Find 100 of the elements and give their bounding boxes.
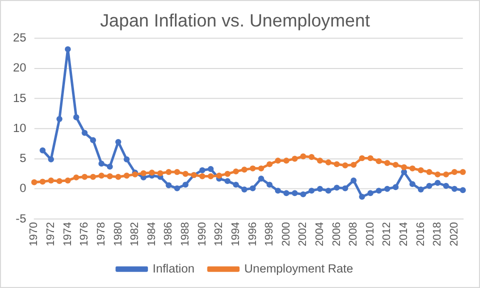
point — [90, 137, 96, 144]
legend-label: Inflation — [152, 261, 194, 276]
point — [98, 160, 104, 167]
point — [115, 138, 122, 145]
point — [208, 166, 214, 172]
x-tick-label: 2004 — [314, 222, 326, 246]
point — [73, 114, 80, 120]
point — [426, 169, 432, 176]
point — [325, 159, 332, 166]
point — [384, 186, 390, 192]
point — [224, 170, 231, 177]
point — [342, 162, 348, 168]
point — [124, 172, 130, 179]
x-tick-label: 2012 — [381, 222, 394, 246]
x-tick-label: 1974 — [62, 222, 74, 246]
point — [376, 158, 382, 164]
point — [392, 162, 399, 168]
y-tick-label: 15 — [12, 90, 27, 105]
point — [115, 174, 122, 180]
point — [409, 181, 416, 188]
x-tick-label: 1986 — [162, 222, 175, 246]
point — [241, 186, 248, 192]
point — [216, 172, 222, 179]
y-tick-label: 20 — [12, 60, 27, 75]
point — [64, 46, 71, 52]
y-tick-label: 5 — [20, 151, 27, 166]
y-tick-label: -5 — [16, 211, 27, 226]
y-tick-label: 10 — [12, 120, 27, 135]
point — [283, 190, 290, 196]
point — [174, 185, 180, 192]
point — [258, 165, 264, 172]
point — [48, 177, 54, 184]
point — [316, 158, 323, 164]
point — [250, 165, 256, 172]
point — [359, 155, 365, 162]
point — [392, 184, 399, 190]
point — [308, 154, 315, 160]
point — [166, 169, 172, 176]
x-tick-label: 1990 — [196, 222, 208, 246]
x-tick-label: 1998 — [264, 222, 276, 246]
x-tick-label: 1996 — [246, 222, 259, 246]
point — [182, 182, 188, 188]
x-tick-label: 2008 — [348, 222, 360, 246]
point — [292, 190, 298, 196]
point — [266, 182, 273, 188]
x-tick-label: 2002 — [297, 222, 310, 246]
chart-title: Japan Inflation vs. Unemployment — [100, 10, 370, 31]
point — [300, 153, 306, 160]
point — [73, 174, 80, 180]
point — [342, 185, 348, 192]
point — [64, 177, 71, 184]
point — [308, 188, 315, 194]
x-tick-label: 2020 — [448, 222, 460, 246]
x-tick-label: 1982 — [129, 222, 142, 246]
point — [174, 169, 180, 176]
point — [106, 173, 113, 180]
point — [48, 156, 54, 162]
point — [334, 161, 340, 168]
point — [124, 156, 130, 162]
point — [418, 186, 424, 192]
point — [208, 173, 214, 180]
point — [300, 191, 306, 198]
point — [426, 182, 432, 189]
point — [266, 161, 273, 168]
point — [98, 172, 104, 179]
point — [232, 182, 239, 188]
x-tick-label: 2000 — [280, 222, 292, 246]
y-tick-label: 25 — [12, 30, 27, 45]
point — [384, 160, 390, 166]
point — [157, 170, 164, 176]
point — [224, 178, 231, 184]
point — [418, 167, 424, 174]
point — [82, 130, 88, 136]
x-tick-label: 1980 — [112, 222, 124, 246]
x-tick-label: 2016 — [414, 222, 427, 246]
point — [274, 188, 281, 194]
point — [443, 182, 450, 189]
point — [409, 165, 416, 172]
point — [140, 170, 146, 176]
point — [199, 173, 206, 180]
point — [350, 162, 357, 168]
point — [325, 188, 332, 194]
point — [434, 180, 441, 186]
point — [376, 188, 382, 194]
legend-label: Unemployment Rate — [244, 261, 354, 276]
point — [350, 177, 357, 184]
x-tick-label: 2006 — [330, 222, 343, 246]
point — [148, 170, 155, 176]
point — [283, 158, 290, 164]
point — [367, 155, 374, 162]
point — [258, 176, 264, 182]
point — [367, 190, 374, 196]
point — [106, 164, 113, 170]
x-tick-label: 1988 — [180, 222, 192, 246]
y-tick-label: 0 — [20, 181, 27, 196]
x-tick-label: 2010 — [364, 222, 376, 246]
point — [56, 116, 62, 122]
point — [82, 174, 88, 180]
point — [56, 178, 62, 184]
point — [40, 178, 46, 185]
